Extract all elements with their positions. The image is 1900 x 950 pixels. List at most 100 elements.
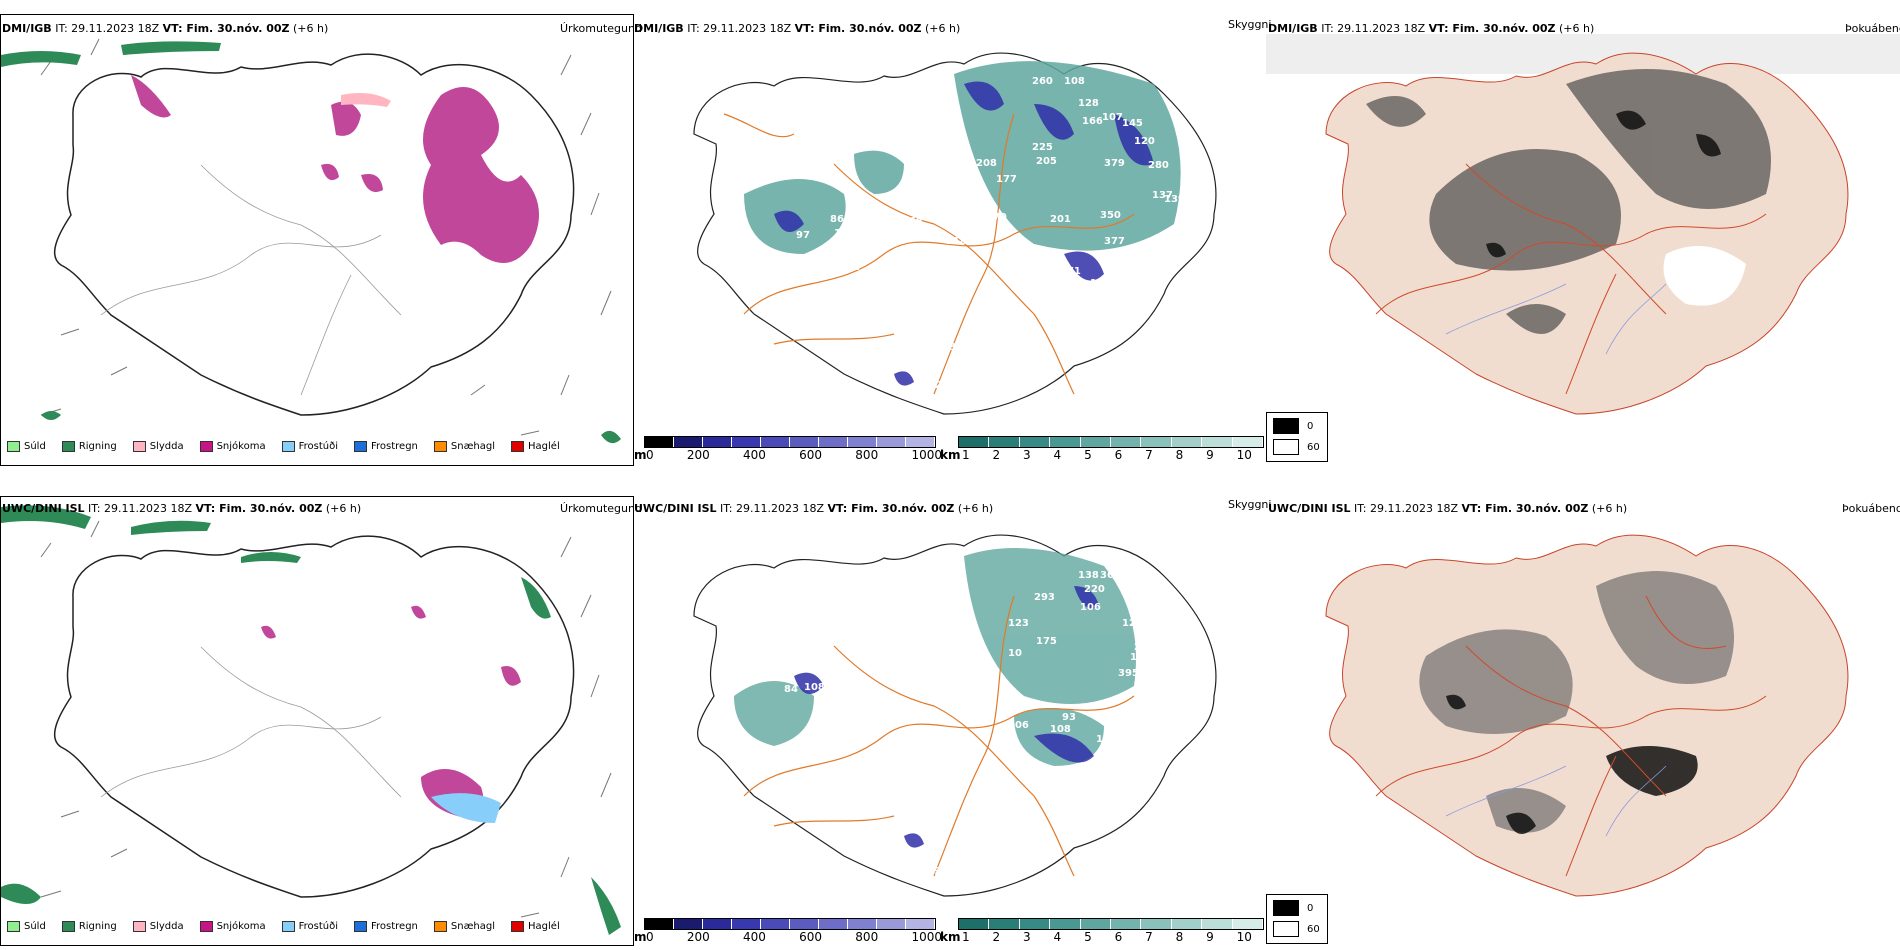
vis-value: 128 [1078,98,1099,109]
vis-value: 377 [1104,236,1125,247]
vis-value: 79 [1168,658,1182,669]
vis-value: 93 [1062,712,1076,723]
precip-type-panel-bottom: Súld Rigning Slydda Snjókoma Frostúði Fr… [0,496,634,946]
vis-value: 10 [1008,648,1022,659]
field-label-visibility-bottom: Skyggni [1228,498,1272,511]
legend-item-rigning: Rigning [61,441,117,452]
valid-time: VT: Fim. 30.nóv. 00Z [162,22,290,35]
vis-unit-m-top: m [634,448,647,462]
vis-value: 99 [934,866,948,877]
legend-swatch-slydda [132,441,146,452]
vis-value: 280 [1148,160,1169,171]
visibility-values-top: 233 86 100 97 104 268 208 148 177 205 22… [726,76,1185,391]
visibility-values-bottom: 108 95 84 121 106 105 93 123 175 293 220… [718,570,1182,877]
vis-value: 107 [1102,112,1123,123]
legend-item-haglel: Haglél [511,441,560,452]
legend-item-frostudi: Frostúði [281,441,338,452]
vis-bar-labels-km-top: 1 2 3 4 5 6 7 8 9 10 [962,448,1252,462]
precip-legend-bottom: Súld Rigning Slydda Snjókoma Frostúði Fr… [7,921,570,932]
legend-swatch-frostudi [281,441,295,452]
vis-value: 293 [1034,592,1055,603]
vis-value: 176 [1114,258,1135,269]
vis-value: 95 [814,718,828,729]
precip-map-top [1,38,621,444]
vis-value: 106 [1008,720,1029,731]
fog-map-top [1266,34,1900,415]
field-label-fog-bottom: Þokuábendi [1842,502,1900,515]
vis-value: 137 [1152,190,1173,201]
vis-value: 138 [1078,570,1099,581]
header-left-top: DMI/IGB IT: 29.11.2023 18Z VT: Fim. 30.n… [2,22,328,35]
fog-panel-bottom [1266,496,1900,944]
vis-value: 189 [1030,276,1051,287]
vis-value: 86 [830,214,844,225]
vis-value: 97 [796,230,810,241]
vis-value: 36 [1100,570,1114,581]
field-label-precip-bottom: Úrkomutegund [560,502,642,515]
legend-swatch-rigning [61,441,75,452]
fog-swatch-60 [1273,439,1299,455]
vis-value: 69 [734,758,748,769]
vis-value: 379 [1104,158,1125,169]
vis-value: 105 [1096,734,1117,745]
fog-map-bottom [1325,534,1849,897]
vis-value: 395 [1118,668,1139,679]
header-mid-bottom: UWC/DINI ISL IT: 29.11.2023 18Z VT: Fim.… [634,502,994,515]
vis-unit-m-bottom: m [634,930,647,944]
vis-value: 104 [902,154,923,165]
vis-value: 148 [956,184,977,195]
vis-unit-km-top: km [940,448,961,462]
vis-value: 171 [1060,266,1081,277]
vis-value: 260 [1032,76,1053,87]
legend-item-snjokoma: Snjókoma [199,441,266,452]
vis-value: 24 [916,864,930,875]
vis-bar-labels-m-top: 0 200 400 600 800 1000 [646,448,942,462]
fog-swatch-0 [1273,418,1299,434]
vis-value: 108 [1064,76,1085,87]
vis-value: 201 [1050,214,1071,225]
vis-value: 215 [1048,282,1069,293]
vis-value: 350 [1100,210,1121,221]
vis-value: 126 [928,380,949,391]
precip-type-panel-top: Súld Rigning Slydda Snjókoma Frostúði Fr… [0,14,634,466]
precip-legend-top: Súld Rigning Slydda Snjókoma Frostúði Fr… [7,441,570,452]
vis-value: 108 [1050,724,1071,735]
legend-swatch-snaehagl [433,441,447,452]
legend-swatch-haglel [511,441,525,452]
vis-bar-labels-km-bottom: 1 2 3 4 5 6 7 8 9 10 [962,930,1252,944]
vis-value: 106 [1080,602,1101,613]
vis-value: 225 [1032,142,1053,153]
field-label-precip-top: Úrkomutegund [560,22,642,35]
precip-map-bottom [1,505,621,935]
header-right-top: DMI/IGB IT: 29.11.2023 18Z VT: Fim. 30.n… [1268,22,1595,35]
vis-value: 185 [1090,278,1111,289]
vis-value: 233 [726,94,747,105]
vis-value: 120 [1134,136,1155,147]
visibility-panel-top: 233 86 100 97 104 268 208 148 177 205 22… [634,14,1264,464]
legend-swatch-snjokoma [199,441,213,452]
vis-value: 166 [1082,116,1103,127]
vis-value: 177 [996,174,1017,185]
vis-value: 170 [986,212,1007,223]
vis-value: 121 [1130,652,1151,663]
vis-value: 145 [1122,118,1143,129]
legend-item-slydda: Slydda [132,441,184,452]
vis-value: 139 [1164,194,1185,205]
model-name: DMI/IGB [2,22,52,35]
visibility-panel-bottom: 108 95 84 121 106 105 93 123 175 293 220… [634,496,1264,944]
vis-value: 121 [904,702,925,713]
vis-value: 108 [804,682,825,693]
lead-time: (+6 h) [289,22,329,35]
legend-swatch-sudl [7,441,20,452]
visibility-map-bottom: 108 95 84 121 106 105 93 123 175 293 220… [693,534,1217,897]
vis-value: 40 [718,714,732,725]
vis-value: 129 [1122,618,1143,629]
field-label-visibility-top: Skyggni [1228,18,1272,31]
field-label-fog-top: Þokuábendi [1845,22,1900,35]
vis-unit-km-bottom: km [940,930,961,944]
legend-item-sudl: Súld [7,441,46,452]
vis-value: 175 [1036,636,1057,647]
vis-value: 100 [834,228,855,239]
init-time: IT: 29.11.2023 18Z [51,22,163,35]
fog-legend-top: 0 60 [1266,412,1328,462]
